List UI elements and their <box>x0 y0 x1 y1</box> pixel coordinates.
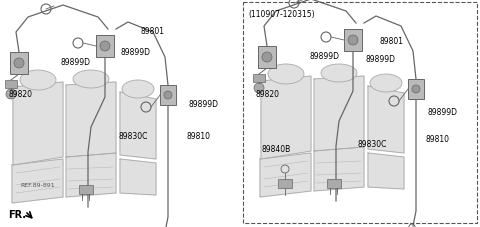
Polygon shape <box>120 93 156 159</box>
Text: 89899D: 89899D <box>428 108 458 116</box>
Bar <box>408 80 424 100</box>
Polygon shape <box>261 77 311 159</box>
Text: 89820: 89820 <box>8 90 32 99</box>
Polygon shape <box>13 83 63 165</box>
Text: 89801: 89801 <box>380 37 404 46</box>
Ellipse shape <box>370 75 402 93</box>
Text: 89810: 89810 <box>186 131 210 140</box>
Text: 89840B: 89840B <box>262 144 291 153</box>
Text: REF.89-891: REF.89-891 <box>20 182 55 187</box>
Bar <box>344 30 362 52</box>
Bar <box>253 75 265 83</box>
Ellipse shape <box>73 71 109 89</box>
Text: 89899D: 89899D <box>310 52 340 61</box>
Bar <box>79 185 93 194</box>
Text: 89830C: 89830C <box>358 139 387 148</box>
Polygon shape <box>66 83 116 157</box>
Text: 89810: 89810 <box>425 134 449 143</box>
Circle shape <box>164 92 172 100</box>
Text: 89820: 89820 <box>256 90 280 99</box>
Bar <box>327 179 341 188</box>
Circle shape <box>6 90 16 100</box>
Circle shape <box>254 84 264 94</box>
Text: FR.: FR. <box>8 209 26 219</box>
Polygon shape <box>368 153 404 189</box>
Text: 89830C: 89830C <box>118 131 147 140</box>
Text: 89899D: 89899D <box>60 58 90 67</box>
Ellipse shape <box>321 65 357 83</box>
Bar <box>10 53 28 75</box>
Circle shape <box>262 53 272 63</box>
Bar <box>278 179 292 188</box>
Polygon shape <box>314 147 364 191</box>
Polygon shape <box>260 153 311 197</box>
Bar <box>5 81 17 89</box>
Bar <box>258 47 276 69</box>
Polygon shape <box>314 77 364 151</box>
Text: (110907-120315): (110907-120315) <box>248 10 314 19</box>
Text: 89801: 89801 <box>140 27 164 36</box>
Polygon shape <box>120 159 156 195</box>
Ellipse shape <box>122 81 154 99</box>
Text: 89899D: 89899D <box>365 55 395 64</box>
Bar <box>243 3 477 223</box>
Circle shape <box>100 42 110 52</box>
Bar <box>160 86 176 106</box>
Circle shape <box>412 86 420 94</box>
Polygon shape <box>66 153 116 197</box>
Polygon shape <box>368 87 404 153</box>
Ellipse shape <box>268 65 304 85</box>
Circle shape <box>14 59 24 69</box>
Ellipse shape <box>20 71 56 91</box>
Polygon shape <box>12 159 63 203</box>
Circle shape <box>348 36 358 46</box>
Bar <box>96 36 114 58</box>
Text: 89899D: 89899D <box>120 48 150 57</box>
Text: 89899D: 89899D <box>188 100 218 109</box>
